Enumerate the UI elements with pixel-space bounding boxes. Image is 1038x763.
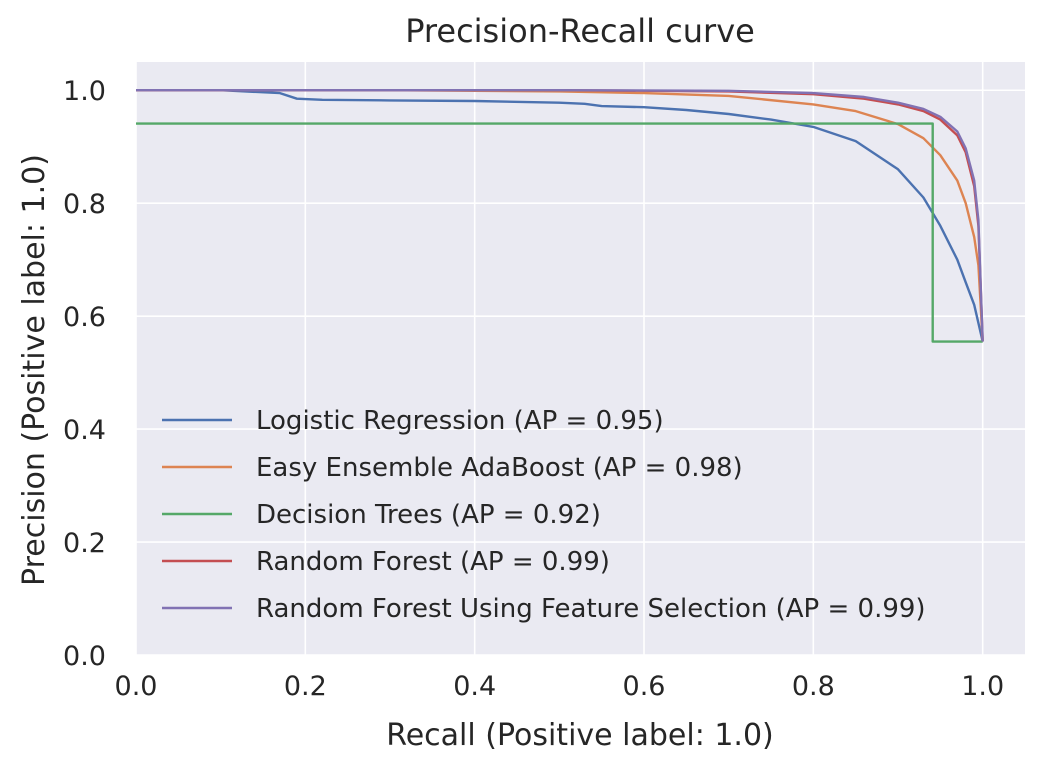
y-tick-label: 0.8 [63,189,106,220]
series-lines [136,88,984,343]
legend: Logistic Regression (AP = 0.95) Easy Ense… [162,406,926,624]
legend-label: Logistic Regression (AP = 0.95) [256,406,664,436]
y-tick-label: 1.0 [63,76,106,107]
legend-label: Decision Trees (AP = 0.92) [256,500,601,530]
x-tick-label: 0.0 [115,671,158,702]
y-tick-label: 0.2 [63,528,106,559]
legend-label: Random Forest Using Feature Selection (A… [256,594,926,624]
y-tick-label: 0.6 [63,302,106,333]
legend-label: Random Forest (AP = 0.99) [256,547,610,577]
plot-area [136,62,1025,655]
y-tick-label: 0.4 [63,415,106,446]
chart-title: Precision-Recall curve [405,12,755,50]
series-line-3 [136,122,983,343]
grid-lines [135,62,1025,656]
y-tick-label: 0.0 [63,641,106,672]
tick-labels: 0.0 0.2 0.4 0.6 0.8 1.0 0.0 0.2 0.4 0.6 0.8 1.0 [63,76,1004,702]
legend-label: Easy Ensemble AdaBoost (AP = 0.98) [256,453,743,483]
series-line-5 [136,88,984,342]
x-tick-label: 0.8 [792,671,835,702]
x-tick-label: 0.2 [284,671,327,702]
y-axis-label: Precision (Positive label: 1.0) [17,154,52,586]
x-tick-label: 0.4 [453,671,496,702]
x-tick-label: 1.0 [961,671,1004,702]
x-tick-label: 0.6 [623,671,666,702]
series-line-1 [136,88,984,342]
x-axis-label: Recall (Positive label: 1.0) [386,718,774,753]
